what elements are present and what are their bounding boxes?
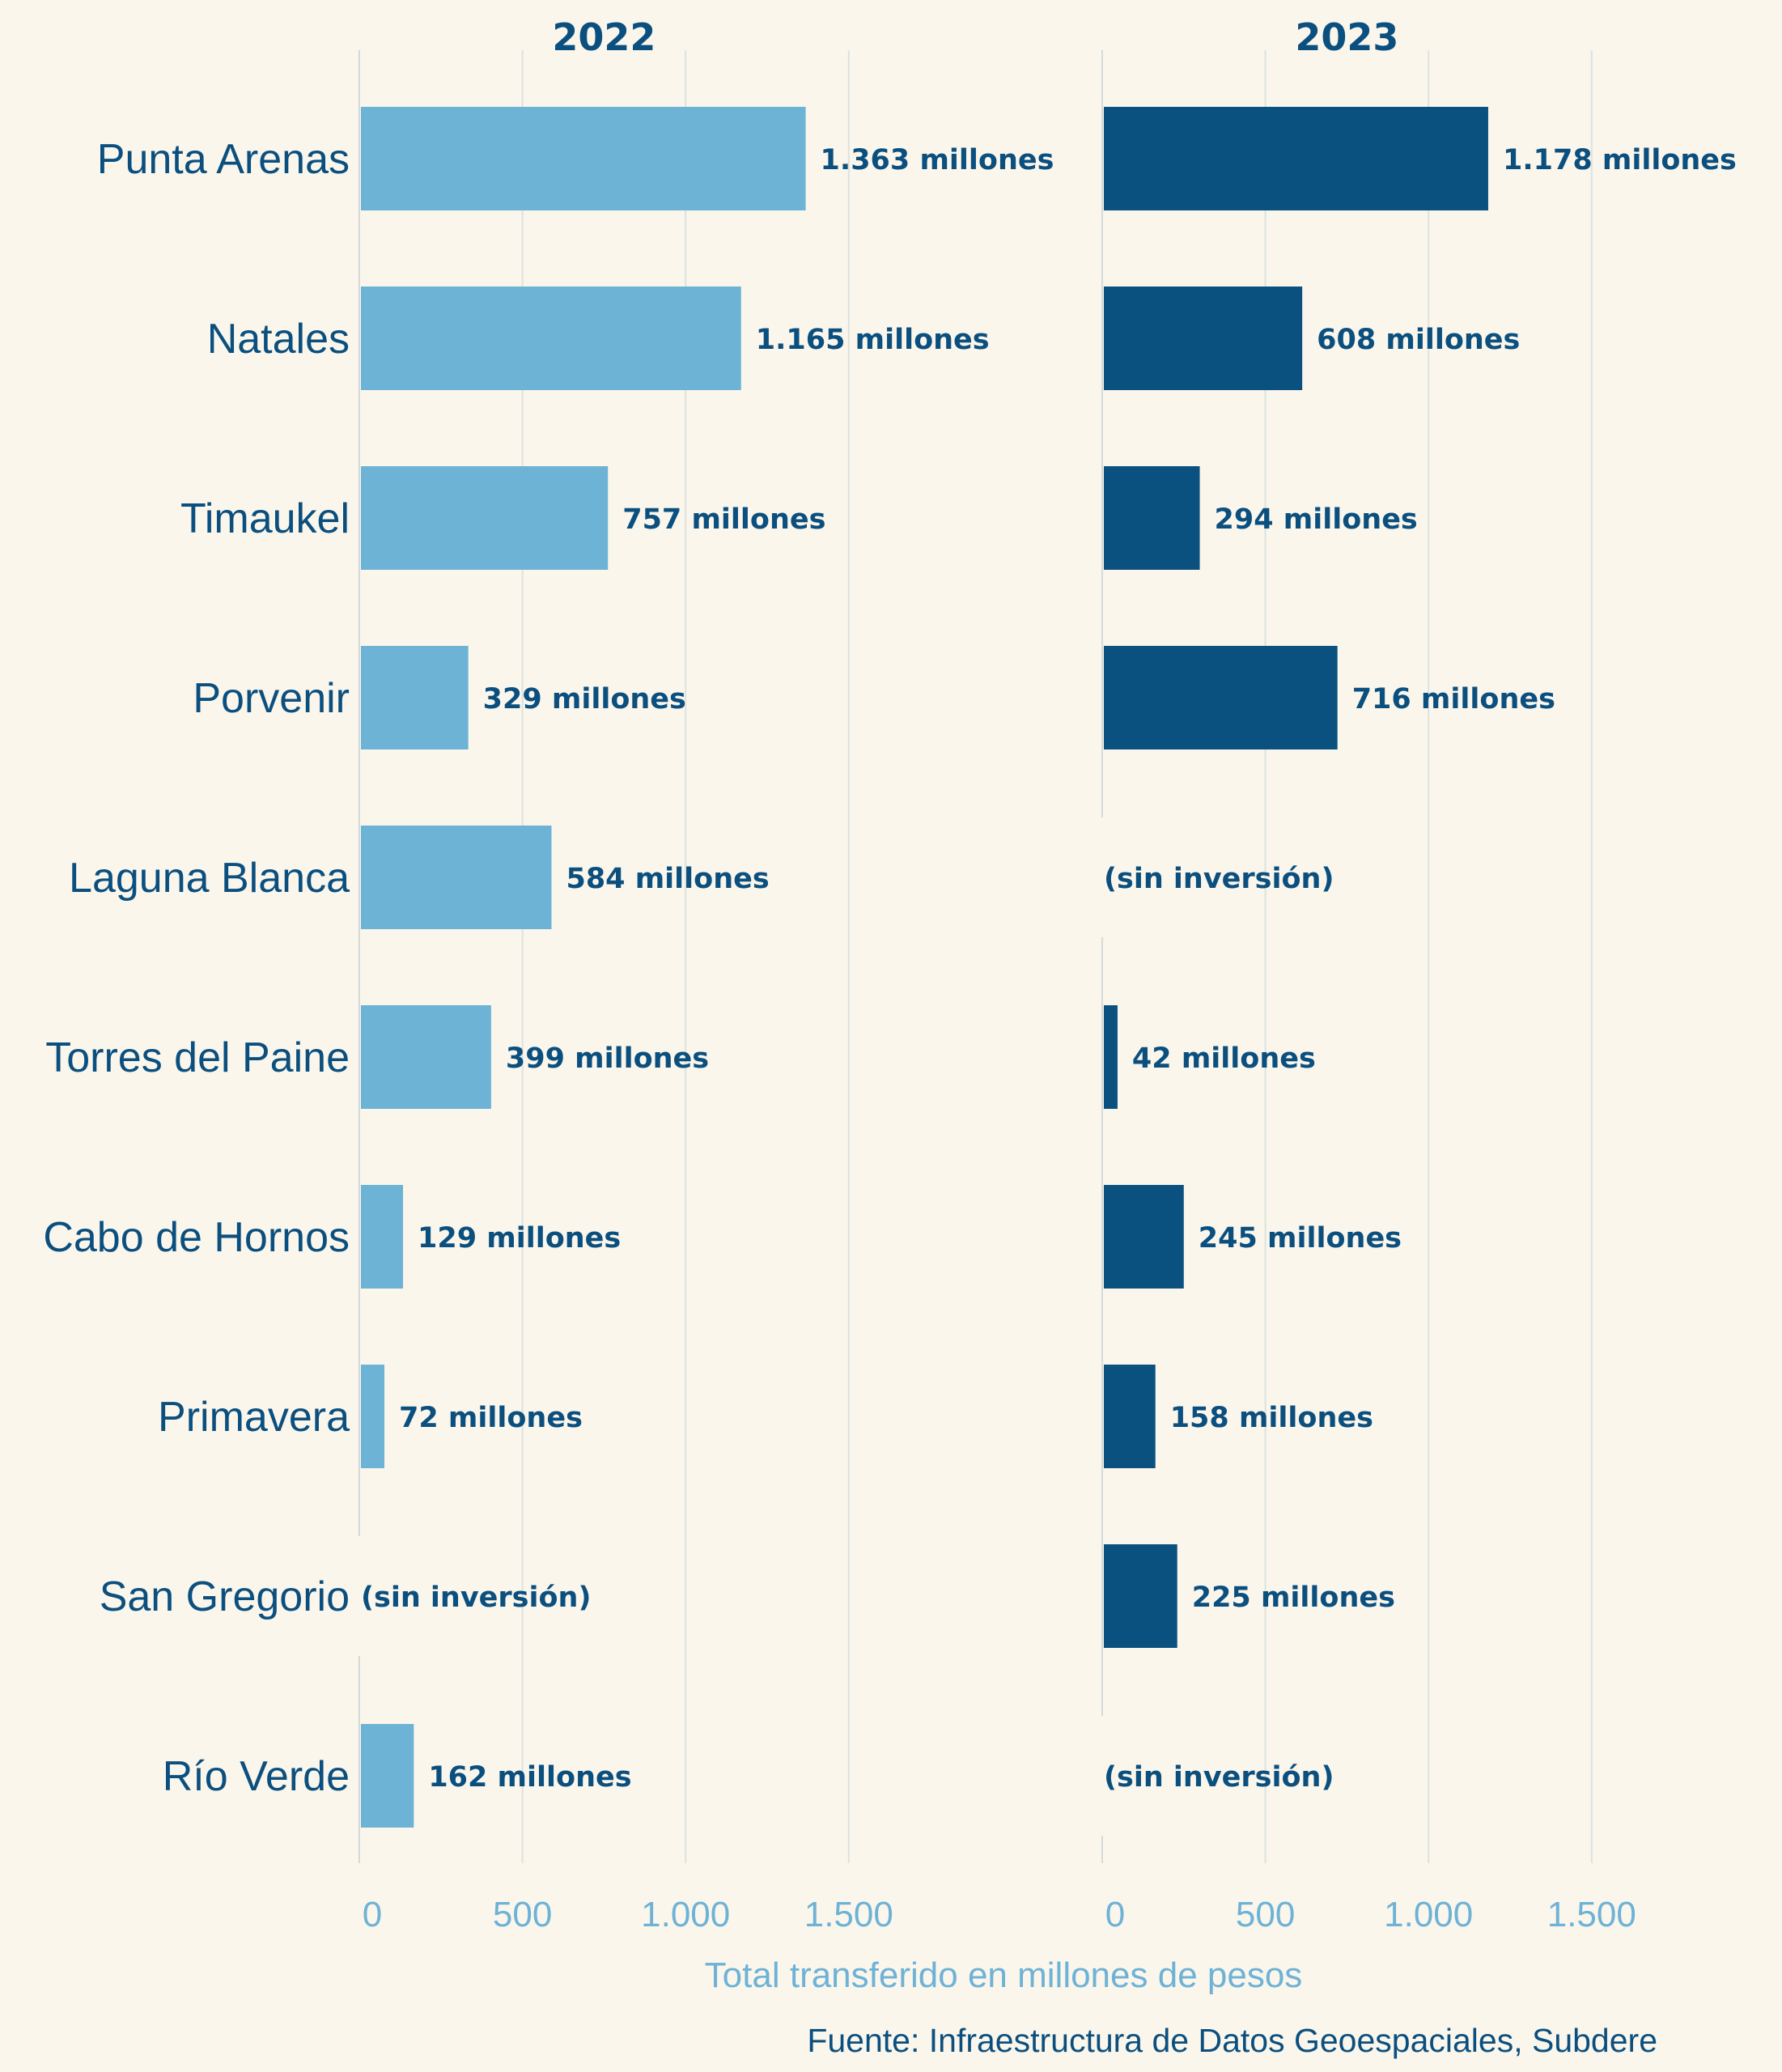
data-label-2022-torres-del-paine: 399 millones (506, 1042, 709, 1075)
tick-label-2022-0: 0 (363, 1895, 382, 1934)
tick-label-2023-500: 500 (1236, 1895, 1295, 1934)
bar-2022-primavera (361, 1365, 385, 1468)
source-note: Fuente: Infraestructura de Datos Geoespa… (807, 2022, 1657, 2059)
category-label-natales: Natales (207, 316, 350, 363)
data-label-2023-torres-del-paine: 42 millones (1132, 1042, 1316, 1075)
bar-2022-cabo-de-hornos (361, 1185, 404, 1289)
bar-2023-cabo-de-hornos (1104, 1185, 1184, 1289)
category-label-laguna-blanca: Laguna Blanca (69, 855, 350, 902)
data-label-2022-natales: 1.165 millones (756, 324, 990, 356)
category-label-torres-del-paine: Torres del Paine (45, 1034, 350, 1081)
x-axis-label: Total transferido en millones de pesos (705, 1955, 1303, 1995)
data-label-2022-laguna-blanca: 584 millones (566, 863, 769, 895)
bar-2022-rio-verde (361, 1724, 414, 1828)
data-label-2022-primavera: 72 millones (399, 1402, 583, 1434)
data-label-2023-rio-verde: (sin inversión) (1104, 1761, 1334, 1794)
tick-label-2022-500: 500 (493, 1895, 552, 1934)
tick-label-2023-0: 0 (1105, 1895, 1125, 1934)
bar-2022-timaukel (361, 466, 609, 570)
bars (361, 107, 1488, 1828)
tick-label-2023-1000: 1.000 (1384, 1895, 1473, 1934)
data-label-2023-natales: 608 millones (1317, 324, 1520, 356)
category-label-porvenir: Porvenir (193, 675, 350, 722)
category-label-san-gregorio: San Gregorio (100, 1573, 350, 1620)
tick-label-2022-1500: 1.500 (804, 1895, 893, 1934)
bar-2023-torres-del-paine (1104, 1005, 1118, 1109)
data-label-2022-timaukel: 757 millones (622, 503, 825, 536)
category-label-punta-arenas: Punta Arenas (97, 136, 350, 183)
data-label-2023-timaukel: 294 millones (1215, 503, 1418, 536)
bar-2022-porvenir (361, 646, 469, 749)
category-label-timaukel: Timaukel (180, 495, 350, 542)
data-label-2023-primavera: 158 millones (1170, 1402, 1373, 1434)
category-label-cabo-de-hornos: Cabo de Hornos (43, 1214, 350, 1261)
data-label-2022-porvenir: 329 millones (483, 683, 686, 715)
data-label-2023-laguna-blanca: (sin inversión) (1104, 863, 1334, 895)
data-label-2022-cabo-de-hornos: 129 millones (418, 1222, 621, 1255)
bar-2022-natales (361, 287, 741, 390)
category-label-rio-verde: Río Verde (163, 1753, 350, 1800)
data-label-2022-san-gregorio: (sin inversión) (361, 1582, 591, 1614)
data-label-2023-punta-arenas: 1.178 millones (1503, 144, 1737, 176)
bar-2023-timaukel (1104, 466, 1200, 570)
data-label-2023-porvenir: 716 millones (1352, 683, 1555, 715)
bar-2022-punta-arenas (361, 107, 806, 210)
bar-2023-natales (1104, 287, 1303, 390)
data-label-2023-san-gregorio: 225 millones (1192, 1582, 1395, 1614)
tick-label-2023-1500: 1.500 (1547, 1895, 1636, 1934)
panel-title-2022: 2022 (552, 15, 656, 59)
tick-label-2022-1000: 1.000 (641, 1895, 730, 1934)
data-label-2023-cabo-de-hornos: 245 millones (1199, 1222, 1402, 1255)
bar-2022-torres-del-paine (361, 1005, 491, 1109)
bar-2023-porvenir (1104, 646, 1338, 749)
bar-2023-punta-arenas (1104, 107, 1488, 210)
labels: Punta Arenas Natales Timaukel Porvenir Lagun… (43, 15, 1737, 1934)
panel-title-2023: 2023 (1295, 15, 1398, 59)
bar-2022-laguna-blanca (361, 826, 552, 929)
bar-2023-primavera (1104, 1365, 1156, 1468)
bar-2023-san-gregorio (1104, 1544, 1177, 1648)
data-label-2022-punta-arenas: 1.363 millones (821, 144, 1054, 176)
category-label-primavera: Primavera (158, 1394, 350, 1441)
data-label-2022-rio-verde: 162 millones (428, 1761, 631, 1794)
